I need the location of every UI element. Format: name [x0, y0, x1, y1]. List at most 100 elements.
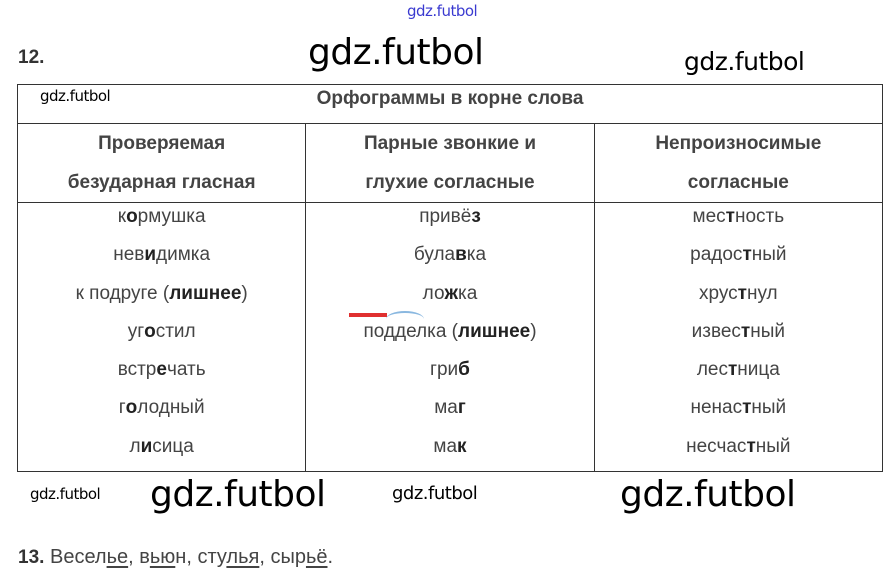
text-part: ный — [755, 435, 791, 457]
text-part: ) — [530, 320, 537, 342]
text-part: лодный — [137, 397, 205, 419]
watermark: gdz.futbol — [620, 474, 796, 515]
word-entry: местность — [595, 203, 882, 241]
watermark: gdz.futbol — [30, 485, 101, 503]
text-part: встр — [117, 359, 157, 381]
highlighted-letter: т — [727, 359, 738, 381]
highlighted-letter: о — [126, 206, 138, 227]
header-checked-vowel: Проверяемая безударная гласная — [16, 123, 307, 203]
highlighted-letter: б — [458, 359, 470, 381]
highlighted-letter: и — [140, 435, 153, 457]
text-part: гри — [430, 359, 459, 381]
exercise-13: 13. Веселье, вьюн, стулья, сырьё. — [18, 546, 333, 569]
highlighted-letter: в — [455, 244, 467, 266]
header-line: Проверяемая — [98, 133, 226, 154]
word-entry: лестница — [595, 356, 882, 394]
text-part: радос — [690, 244, 743, 266]
watermark: gdz.futbol — [392, 483, 478, 504]
header-paired-consonants: Парные звонкие и глухие согласные — [305, 123, 595, 203]
word-entry: ненастный — [595, 394, 882, 432]
text-part: ненас — [690, 397, 743, 419]
text-part: рмушка — [137, 206, 206, 227]
text-part: ка — [466, 244, 487, 266]
highlighted-letter: з — [471, 206, 481, 227]
table-title: Орфограммы в корне слова — [17, 84, 883, 124]
highlighted-letter: о — [144, 320, 156, 342]
exercise-12-number: 12. — [18, 47, 45, 68]
highlighted-letter: т — [737, 282, 747, 304]
highlighted-letter: т — [742, 244, 752, 266]
text-part: ница — [737, 359, 780, 381]
text-part: г — [118, 397, 126, 419]
text-part: ма — [433, 435, 458, 457]
text-part: димка — [156, 244, 211, 266]
text-part: стил — [155, 320, 196, 342]
underlined-letters: ью — [149, 546, 176, 568]
watermark: gdz.futbol — [684, 47, 805, 76]
header-line: глухие согласные — [365, 172, 535, 193]
header-line: Парные звонкие и — [363, 133, 537, 154]
word-entry: невидимка — [18, 241, 305, 279]
word-entry: к подруге (лишнее) — [18, 280, 305, 318]
text-part: сица — [152, 435, 194, 457]
word-entry: маг — [306, 394, 593, 432]
text-part: к подруге ( — [75, 282, 170, 304]
word-entry: булавка — [306, 241, 593, 279]
text-part: привё — [419, 206, 472, 227]
highlighted-letter: ж — [444, 282, 459, 304]
text-part: извес — [691, 320, 741, 342]
word-entry: встречать — [18, 356, 305, 394]
highlighted-letter: т — [742, 397, 752, 419]
text-part: по — [363, 320, 384, 342]
watermark-top: gdz.futbol — [407, 2, 478, 20]
word-entry: привёз — [306, 203, 593, 241]
header-silent-consonants: Непроизносимые согласные — [593, 123, 884, 203]
text-part: була — [413, 244, 456, 266]
column-checked-vowel: кормушка невидимка к подруге (лишнее) угост… — [16, 201, 307, 473]
word-entry: радостный — [595, 241, 882, 279]
spelling-table: Орфограммы в корне слова Проверяемая безу… — [16, 84, 884, 473]
header-line: согласные — [687, 172, 789, 193]
text-part: ) — [241, 282, 248, 304]
word-entry: хрустнул — [595, 280, 882, 318]
text-part: нев — [113, 244, 145, 266]
text-part: ло — [422, 282, 445, 304]
watermark: gdz.futbol — [308, 32, 484, 73]
underlined-letters: лья — [226, 546, 260, 568]
root-arc-mark — [386, 311, 424, 327]
highlighted-letter: е — [156, 359, 167, 381]
word-entry: гриб — [306, 356, 593, 394]
text-part: , в — [128, 546, 150, 568]
text-part: ный — [751, 397, 787, 419]
text-part: ный — [750, 320, 785, 342]
header-line: Непроизносимые — [655, 133, 822, 154]
highlighted-letter: т — [740, 320, 751, 342]
text-part: л — [129, 435, 141, 457]
word-entry: угостил — [18, 318, 305, 356]
text-part: к — [117, 206, 127, 227]
text-part: , сыр — [259, 546, 306, 568]
highlighted-letter: к — [457, 435, 467, 457]
text-part: лес — [696, 359, 728, 381]
word-entry: подделка (лишнее) — [306, 318, 593, 356]
text-part: чать — [166, 359, 206, 381]
text-part: ка — [458, 282, 478, 304]
highlighted-letter: о — [125, 397, 138, 419]
text-part: . — [327, 546, 334, 568]
highlighted-letter: т — [746, 435, 756, 457]
highlighted-letter: г — [457, 397, 466, 419]
word-entry: мак — [306, 433, 593, 471]
watermark: gdz.futbol — [150, 474, 326, 515]
text-part: ный — [751, 244, 787, 266]
highlighted-letter: лишнее — [458, 320, 531, 342]
highlighted-letter: и — [144, 244, 157, 266]
underlined-letters: ье — [106, 546, 129, 568]
highlighted-letter: лишнее — [169, 282, 242, 304]
text-part: мес — [692, 206, 726, 227]
word-entry: лисица — [18, 433, 305, 471]
prefix-mark — [349, 313, 387, 317]
text-part: ность — [734, 206, 785, 227]
word-entry: ложка — [306, 280, 593, 318]
column-paired-consonants: привёз булавка ложка подделка (лишнее) гриб м… — [305, 201, 595, 473]
text-part: несчас — [686, 435, 747, 457]
